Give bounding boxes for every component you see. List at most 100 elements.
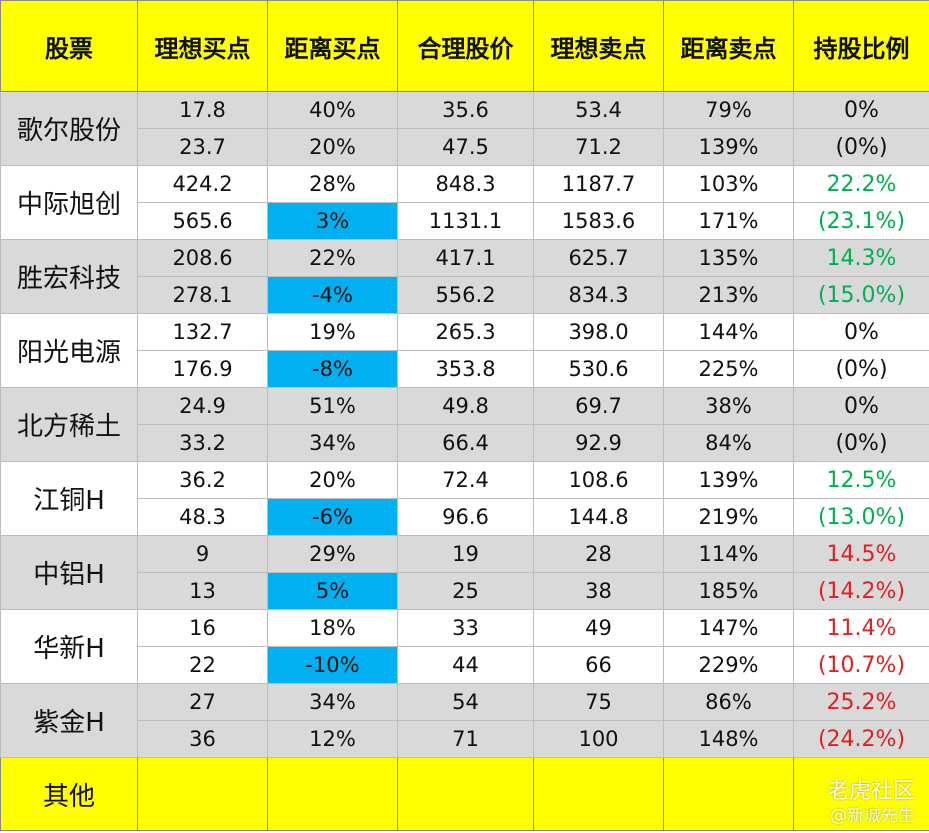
fair-price-cell: 353.8 — [397, 350, 534, 388]
ideal-sell-cell: 49 — [533, 609, 664, 647]
ideal-buy-cell: 36.2 — [137, 461, 268, 499]
sell-distance-cell: 225% — [663, 350, 794, 388]
buy-distance-cell: 19% — [267, 313, 398, 351]
ideal-sell-cell: 69.7 — [533, 387, 664, 425]
sell-distance-cell: 219% — [663, 498, 794, 536]
holding-ratio-cell: 25.2% — [793, 683, 929, 721]
fair-price-cell: 71 — [397, 720, 534, 758]
ideal-sell-cell: 71.2 — [533, 128, 664, 166]
fair-price-cell: 72.4 — [397, 461, 534, 499]
table-row: 歌尔股份 17.8 40% 35.6 53.4 79% 0% — [0, 91, 929, 166]
table-row: 胜宏科技 208.6 22% 417.1 625.7 135% 14.3% — [0, 239, 929, 314]
fair-price-cell: 556.2 — [397, 276, 534, 314]
buy-distance-cell: -10% — [267, 646, 398, 684]
buy-distance-cell: 28% — [267, 165, 398, 203]
buy-distance-cell: 34% — [267, 683, 398, 721]
fair-price-cell: 1131.1 — [397, 202, 534, 240]
table-row: 23.7 20% 47.5 71.2 139% (0%) — [1, 128, 929, 166]
ideal-sell-cell: 144.8 — [533, 498, 664, 536]
table-row: 中铝H 9 29% 19 28 114% 14.5% — [0, 535, 929, 610]
sell-distance-cell: 229% — [663, 646, 794, 684]
sell-distance-cell: 86% — [663, 683, 794, 721]
fair-price-cell: 35.6 — [397, 91, 534, 129]
ideal-sell-cell: 1583.6 — [533, 202, 664, 240]
table-row: 33.2 34% 66.4 92.9 84% (0%) — [1, 424, 929, 462]
ideal-buy-cell: 13 — [137, 572, 268, 610]
holding-ratio-cell: (0%) — [793, 424, 929, 462]
table-row: 华新H 16 18% 33 49 147% 11.4% — [0, 609, 929, 684]
ideal-buy-cell: 33.2 — [137, 424, 268, 462]
stock-name: 阳光电源 — [0, 313, 138, 388]
header-ideal-sell: 理想卖点 — [533, 0, 664, 92]
other-empty-cell — [137, 757, 268, 831]
sell-distance-cell: 139% — [663, 461, 794, 499]
sell-distance-cell: 38% — [663, 387, 794, 425]
stock-name: 歌尔股份 — [0, 91, 138, 166]
holding-ratio-cell: 14.3% — [793, 239, 929, 277]
holding-ratio-cell: 14.5% — [793, 535, 929, 573]
buy-distance-cell: 51% — [267, 387, 398, 425]
header-stock: 股票 — [0, 0, 138, 92]
fair-price-cell: 49.8 — [397, 387, 534, 425]
stock-name: 江铜H — [0, 461, 138, 536]
other-empty-cell — [533, 757, 664, 831]
fair-price-cell: 848.3 — [397, 165, 534, 203]
fair-price-cell: 66.4 — [397, 424, 534, 462]
holding-ratio-cell: (0%) — [793, 128, 929, 166]
sell-distance-cell: 148% — [663, 720, 794, 758]
other-empty-cell — [663, 757, 794, 831]
header-row: 股票 理想买点 距离买点 合理股价 理想卖点 距离卖点 持股比例 — [0, 0, 929, 92]
fair-price-cell: 44 — [397, 646, 534, 684]
buy-distance-cell: -6% — [267, 498, 398, 536]
header-buy-distance: 距离买点 — [267, 0, 398, 92]
ideal-buy-cell: 17.8 — [137, 91, 268, 129]
watermark: 老虎社区 @新城先生 — [827, 779, 915, 827]
ideal-sell-cell: 28 — [533, 535, 664, 573]
buy-distance-cell: 22% — [267, 239, 398, 277]
ideal-buy-cell: 278.1 — [137, 276, 268, 314]
holding-ratio-cell: (13.0%) — [793, 498, 929, 536]
other-stock-name: 其他 — [0, 757, 138, 831]
table-row: 中际旭创 424.2 28% 848.3 1187.7 103% 22.2% — [0, 165, 929, 240]
holding-ratio-cell: 11.4% — [793, 609, 929, 647]
ideal-buy-cell: 176.9 — [137, 350, 268, 388]
buy-distance-cell: 40% — [267, 91, 398, 129]
table-body: 歌尔股份 17.8 40% 35.6 53.4 79% 0% 23.7 20% 47.5 71.2 1… — [0, 91, 929, 831]
stock-name: 中际旭创 — [0, 165, 138, 240]
fair-price-cell: 96.6 — [397, 498, 534, 536]
ideal-sell-cell: 75 — [533, 683, 664, 721]
header-ideal-buy: 理想买点 — [137, 0, 268, 92]
table-row: 北方稀土 24.9 51% 49.8 69.7 38% 0% — [0, 387, 929, 462]
ideal-sell-cell: 100 — [533, 720, 664, 758]
table-row: 278.1 -4% 556.2 834.3 213% (15.0%) — [1, 276, 929, 314]
table-row: 紫金H 27 34% 54 75 86% 25.2% — [0, 683, 929, 758]
watermark-line1: 老虎社区 — [826, 779, 915, 804]
other-empty-cell — [793, 757, 929, 831]
buy-distance-cell: 18% — [267, 609, 398, 647]
fair-price-cell: 265.3 — [397, 313, 534, 351]
holding-ratio-cell: 0% — [793, 387, 929, 425]
ideal-sell-cell: 92.9 — [533, 424, 664, 462]
fair-price-cell: 417.1 — [397, 239, 534, 277]
holding-ratio-cell: 0% — [793, 91, 929, 129]
ideal-sell-cell: 834.3 — [533, 276, 664, 314]
buy-distance-cell: 20% — [267, 461, 398, 499]
table-row: 江铜H 36.2 20% 72.4 108.6 139% 12.5% — [0, 461, 929, 536]
ideal-buy-cell: 16 — [137, 609, 268, 647]
holding-ratio-cell: (23.1%) — [793, 202, 929, 240]
holding-ratio-cell: 12.5% — [793, 461, 929, 499]
ideal-sell-cell: 38 — [533, 572, 664, 610]
holding-ratio-cell: 0% — [793, 313, 929, 351]
header-holding-ratio: 持股比例 — [793, 0, 929, 92]
holding-ratio-cell: (14.2%) — [793, 572, 929, 610]
ideal-buy-cell: 424.2 — [137, 165, 268, 203]
stock-name: 北方稀土 — [0, 387, 138, 462]
ideal-buy-cell: 24.9 — [137, 387, 268, 425]
fair-price-cell: 47.5 — [397, 128, 534, 166]
ideal-buy-cell: 22 — [137, 646, 268, 684]
ideal-buy-cell: 9 — [137, 535, 268, 573]
buy-distance-cell: -8% — [267, 350, 398, 388]
sell-distance-cell: 103% — [663, 165, 794, 203]
buy-distance-cell: 3% — [267, 202, 398, 240]
